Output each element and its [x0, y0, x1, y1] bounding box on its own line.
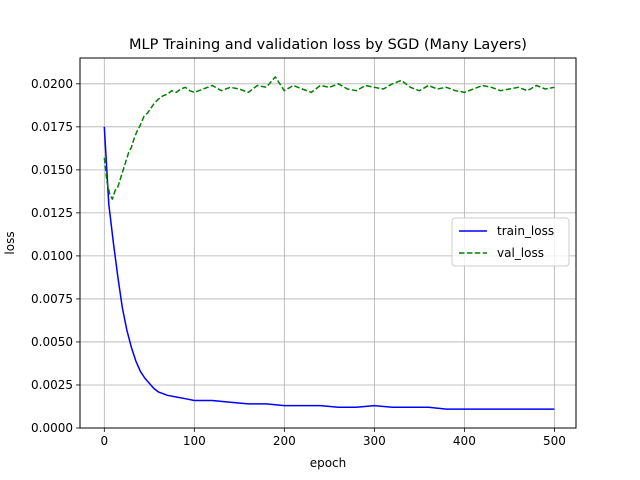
- y-axis-label: loss: [3, 231, 17, 254]
- x-tick-label: 400: [453, 434, 476, 448]
- y-tick-label: 0.0150: [31, 163, 73, 177]
- chart-title: MLP Training and validation loss by SGD …: [129, 37, 527, 53]
- tick-group: 0 100 200 300 400 500 0.0000 0.0025 0.0050 0.0075…: [31, 77, 566, 448]
- y-tick-label: 0.0100: [31, 249, 73, 263]
- legend-box: [451, 217, 570, 267]
- y-tick-label: 0.0125: [31, 206, 73, 220]
- legend-label-train: train_loss: [497, 224, 554, 238]
- x-tick-label: 0: [100, 434, 108, 448]
- series-group: [103, 76, 555, 410]
- series-line-val-loss: [103, 76, 555, 200]
- y-tick-label: 0.0000: [31, 421, 73, 435]
- y-tick-label: 0.0050: [31, 335, 73, 349]
- y-tick-label: 0.0075: [31, 292, 73, 306]
- y-tick-label: 0.0175: [31, 120, 73, 134]
- x-tick-label: 300: [363, 434, 386, 448]
- legend-label-val: val_loss: [497, 246, 544, 260]
- series-line-train-loss: [103, 126, 555, 410]
- x-tick-label: 500: [543, 434, 566, 448]
- x-axis-label: epoch: [310, 456, 347, 470]
- x-tick-label: 100: [183, 434, 206, 448]
- plot-frame: [79, 57, 577, 429]
- x-tick-label: 200: [273, 434, 296, 448]
- legend: train_loss val_loss: [451, 217, 570, 267]
- y-tick-label: 0.0025: [31, 378, 73, 392]
- y-tick-label: 0.0200: [31, 77, 73, 91]
